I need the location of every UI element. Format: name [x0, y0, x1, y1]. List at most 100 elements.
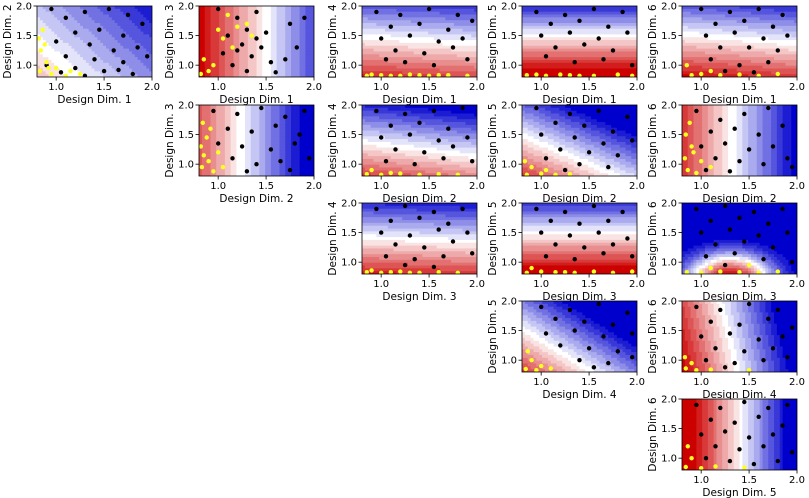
infeasible-point: [572, 328, 577, 333]
infeasible-point: [259, 45, 264, 50]
infeasible-point: [292, 141, 297, 146]
infeasible-point: [422, 150, 427, 155]
y-tick-label: 1.5: [661, 130, 677, 141]
feasible-point: [379, 172, 384, 176]
infeasible-point: [732, 251, 737, 256]
infeasible-point: [383, 159, 389, 164]
infeasible-point: [732, 360, 737, 366]
axes-frame: [521, 104, 638, 177]
x-tick-label: 1.5: [741, 475, 757, 486]
feasible-point: [529, 164, 534, 170]
infeasible-point: [727, 9, 733, 15]
feasible-point: [455, 172, 460, 176]
y-axis-label: Design Dim. 6: [647, 103, 659, 177]
x-axis-label: Design Dim. 1: [382, 94, 456, 106]
infeasible-point: [254, 9, 259, 15]
feasible-point: [211, 62, 216, 68]
infeasible-point: [761, 162, 766, 167]
x-tick-label: 1.5: [581, 181, 597, 192]
infeasible-point: [751, 209, 757, 215]
infeasible-point: [785, 402, 790, 408]
infeasible-point: [431, 108, 437, 114]
feasible-point: [683, 132, 688, 137]
infeasible-point: [572, 257, 577, 262]
x-tick-label: 1.0: [693, 475, 709, 486]
infeasible-point: [742, 399, 747, 405]
infeasible-point: [630, 62, 635, 68]
infeasible-point: [470, 159, 475, 164]
infeasible-point: [460, 206, 465, 212]
infeasible-point: [54, 39, 59, 44]
feasible-point: [737, 270, 742, 274]
feasible-point: [684, 270, 689, 274]
infeasible-point: [460, 105, 465, 111]
infeasible-point: [216, 141, 221, 146]
y-tick-label: 2.0: [501, 199, 517, 210]
x-axis-label: Design Dim. 3: [382, 291, 456, 303]
y-tick-label: 2.0: [661, 101, 677, 112]
feasible-point: [199, 71, 204, 77]
infeasible-point: [790, 164, 795, 170]
feasible-point: [529, 265, 534, 271]
infeasible-point: [273, 123, 278, 128]
y-tick-label: 2.0: [661, 199, 677, 210]
feasible-point: [379, 270, 384, 274]
x-tick-label: 2.0: [789, 82, 805, 93]
infeasible-point: [718, 307, 723, 313]
infeasible-point: [756, 414, 761, 419]
infeasible-point: [596, 301, 601, 307]
infeasible-point: [766, 105, 771, 111]
feasible-point: [225, 12, 230, 18]
infeasible-point: [699, 230, 704, 235]
feasible-point: [364, 73, 369, 77]
infeasible-point: [582, 245, 587, 250]
feasible-point: [534, 368, 539, 372]
infeasible-point: [388, 24, 393, 29]
infeasible-point: [699, 432, 704, 437]
feasible-point: [398, 269, 403, 274]
infeasible-point: [422, 51, 427, 56]
x-tick-label: 1.0: [693, 181, 709, 192]
infeasible-point: [713, 21, 718, 26]
infeasible-point: [770, 346, 776, 351]
feasible-point: [683, 366, 688, 371]
infeasible-point: [601, 57, 606, 62]
feasible-point: [553, 270, 558, 274]
x-tick-label: 1.0: [210, 181, 226, 192]
feasible-point: [44, 60, 49, 65]
feasible-point: [682, 156, 688, 161]
infeasible-point: [220, 51, 226, 56]
infeasible-point: [82, 9, 88, 15]
y-tick-label: 2.0: [501, 2, 517, 13]
y-axis-label: Design Dim. 3: [164, 4, 176, 78]
axes-frame: [36, 5, 153, 78]
panel-p63: 1.0 1.5 2.0 1.0 1.5 2.0 Design Dim. 3 Design Di…: [647, 199, 805, 304]
infeasible-point: [756, 233, 761, 238]
infeasible-point: [766, 316, 771, 321]
infeasible-point: [708, 57, 713, 62]
x-axis-label: Design Dim. 2: [542, 193, 616, 205]
x-tick-label: 1.5: [581, 279, 597, 290]
x-axis-label: Design Dim. 1: [702, 94, 776, 106]
feasible-point: [364, 270, 369, 274]
axes-frame: [361, 202, 478, 275]
y-axis-label: Design Dim. 4: [327, 103, 339, 177]
infeasible-point: [615, 153, 620, 158]
infeasible-point: [407, 33, 413, 38]
x-axis-label: Design Dim. 2: [219, 193, 293, 205]
feasible-point: [591, 269, 597, 274]
feasible-point: [524, 73, 529, 77]
infeasible-point: [539, 33, 544, 38]
infeasible-point: [383, 57, 389, 62]
infeasible-point: [388, 123, 393, 128]
infeasible-point: [766, 221, 771, 226]
infeasible-point: [625, 30, 630, 35]
feasible-point: [388, 170, 393, 176]
feasible-point: [548, 366, 553, 371]
x-tick-label: 1.5: [258, 181, 274, 192]
infeasible-point: [273, 70, 278, 75]
infeasible-point: [582, 42, 587, 47]
infeasible-point: [577, 162, 582, 167]
x-tick-label: 1.0: [533, 181, 549, 192]
y-tick-label: 2.0: [178, 2, 194, 13]
